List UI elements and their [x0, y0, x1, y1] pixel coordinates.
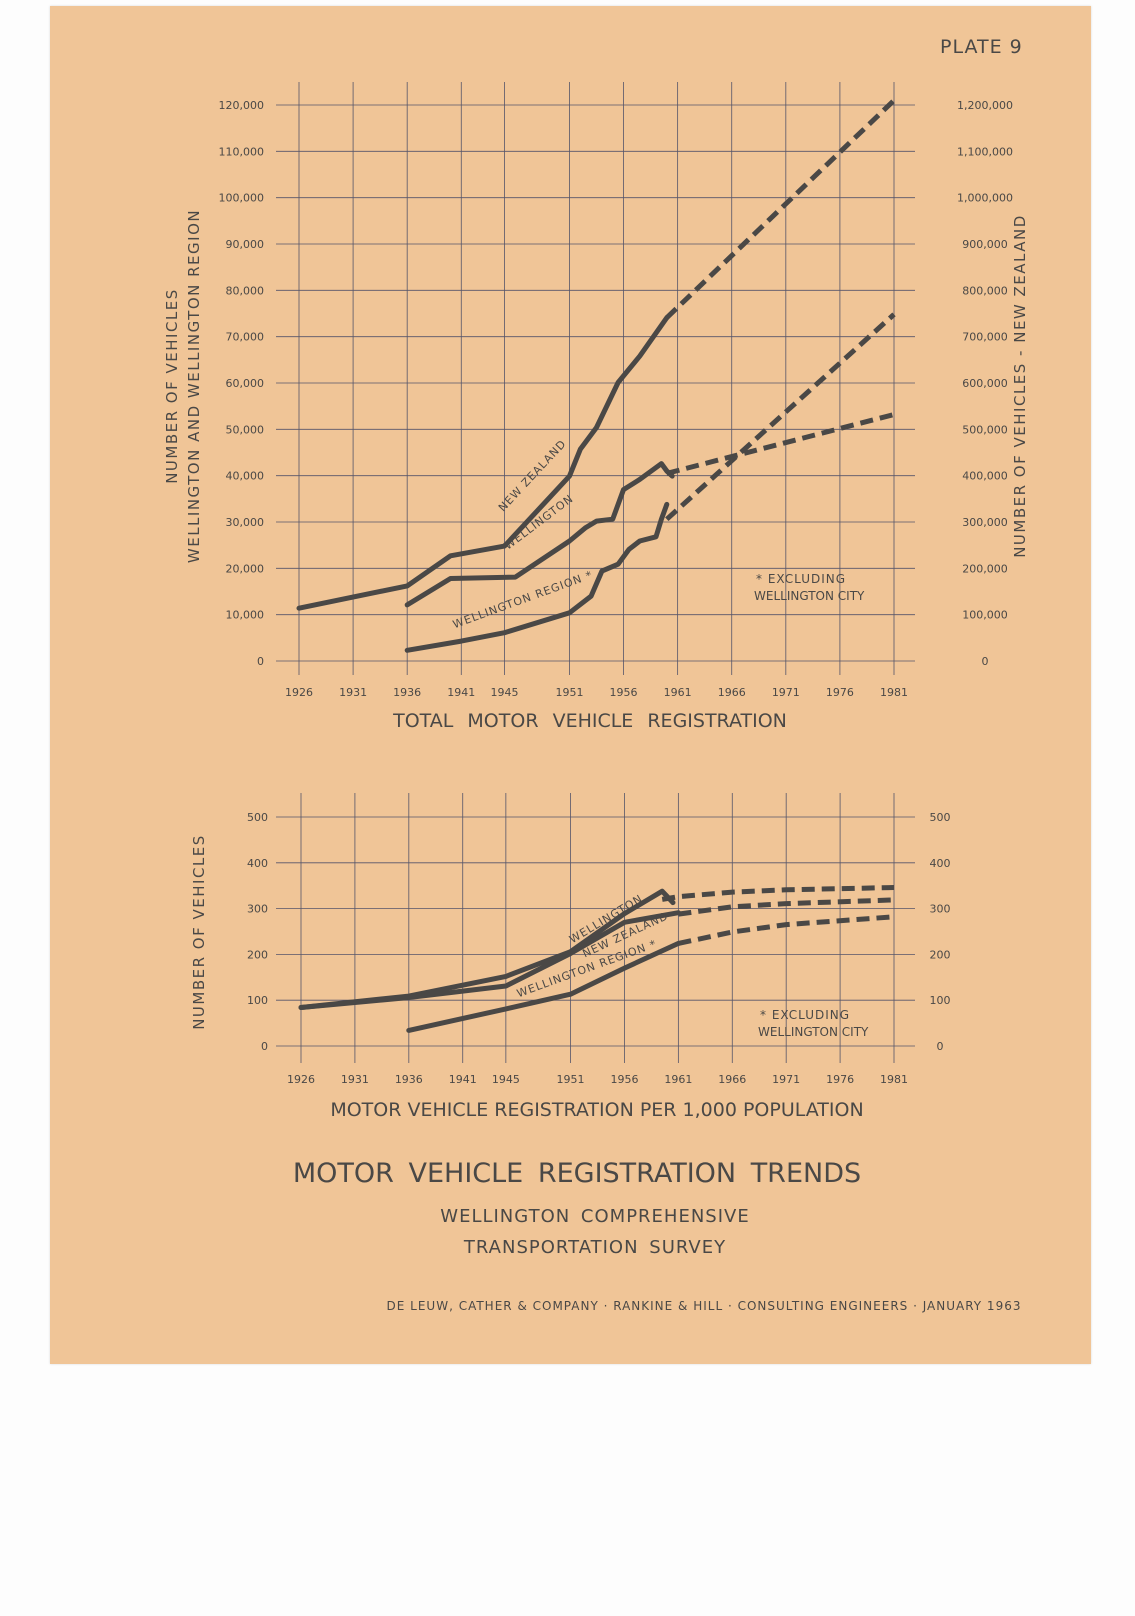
y-right-tick-label: 1,100,000 [957, 145, 1013, 158]
y-left-tick-label: 10,000 [226, 609, 265, 622]
y-right-tick-label: 0 [982, 655, 989, 668]
y-right-tick-label: 700,000 [962, 331, 1008, 344]
x-tick-label: 1931 [341, 1073, 369, 1086]
x-tick-label: 1951 [557, 1073, 585, 1086]
y-right-tick-label: 600,000 [962, 377, 1008, 390]
y-right-tick-label: 100 [930, 994, 951, 1007]
y-right-tick-label: 300,000 [962, 516, 1008, 529]
y-left-tick-label: 40,000 [226, 470, 265, 483]
series-projection-new-zealand [667, 100, 894, 317]
y-right-tick-label: 500 [930, 811, 951, 824]
top-annotation-1: * EXCLUDING [756, 572, 846, 586]
x-tick-label: 1941 [449, 1073, 477, 1086]
bottom-chart-title: MOTOR VEHICLE REGISTRATION PER 1,000 POP… [330, 1099, 863, 1121]
x-tick-label: 1951 [555, 686, 583, 699]
x-tick-label: 1961 [664, 1073, 692, 1086]
y-right-tick-label: 400,000 [962, 470, 1008, 483]
x-tick-label: 1971 [772, 1073, 800, 1086]
y-left-tick-label: 400 [247, 857, 268, 870]
bottom-annotation-2: WELLINGTON CITY [758, 1025, 868, 1039]
y-left-tick-label: 60,000 [226, 377, 265, 390]
y-left-tick-label: 200 [247, 948, 268, 961]
y-right-tick-label: 300 [930, 903, 951, 916]
y-right-tick-label: 0 [937, 1040, 944, 1053]
y-right-tick-label: 1,000,000 [957, 192, 1013, 205]
top-left-axis-title-1: NUMBER OF VEHICLES [163, 288, 181, 484]
x-tick-label: 1956 [610, 1073, 638, 1086]
footer-credits: DE LEUW, CATHER & COMPANY · RANKINE & HI… [387, 1299, 1022, 1313]
y-left-tick-label: 300 [247, 903, 268, 916]
x-tick-label: 1981 [880, 686, 908, 699]
y-left-tick-label: 20,000 [226, 562, 265, 575]
subtitle-line-1: WELLINGTON COMPREHENSIVE [440, 1206, 749, 1227]
y-left-tick-label: 100,000 [219, 192, 265, 205]
chart-2: 1926 1931 1936 1941 1945 1951 1956 1961 1966 1971… [247, 793, 951, 1086]
y-left-tick-label: 30,000 [226, 516, 265, 529]
y-left-tick-label: 70,000 [226, 331, 265, 344]
subtitle-line-2: TRANSPORTATION SURVEY [464, 1237, 726, 1258]
x-tick-label: 1936 [393, 686, 421, 699]
bottom-annotation-1: * EXCLUDING [760, 1008, 850, 1022]
x-tick-label: 1956 [610, 686, 638, 699]
y-right-tick-label: 400 [930, 857, 951, 870]
series-projection-wellington [667, 415, 894, 474]
plate-label: PLATE 9 [940, 36, 1023, 58]
x-tick-label: 1945 [492, 1073, 520, 1086]
y-left-tick-label: 0 [261, 1040, 268, 1053]
y-left-tick-label: 500 [247, 811, 268, 824]
y-right-tick-label: 800,000 [962, 284, 1008, 297]
y-right-tick-label: 200 [930, 948, 951, 961]
y-right-tick-label: 500,000 [962, 423, 1008, 436]
y-right-tick-label: 200,000 [962, 562, 1008, 575]
y-right-tick-label: 900,000 [962, 238, 1008, 251]
series-line-wellington [407, 464, 672, 605]
x-tick-label: 1941 [447, 686, 475, 699]
y-left-tick-label: 90,000 [226, 238, 265, 251]
x-tick-label: 1981 [880, 1073, 908, 1086]
top-right-axis-title: NUMBER OF VEHICLES - NEW ZEALAND [1011, 214, 1029, 558]
y-left-tick-label: 100 [247, 994, 268, 1007]
x-tick-label: 1936 [395, 1073, 423, 1086]
y-left-tick-label: 120,000 [219, 99, 265, 112]
x-tick-label: 1976 [826, 1073, 854, 1086]
x-tick-label: 1961 [664, 686, 692, 699]
y-left-tick-label: 50,000 [226, 423, 265, 436]
y-left-tick-label: 80,000 [226, 284, 265, 297]
top-left-axis-title-2: WELLINGTON AND WELLINGTON REGION [185, 209, 203, 563]
y-right-tick-label: 1,200,000 [957, 99, 1013, 112]
x-tick-label: 1931 [339, 686, 367, 699]
x-tick-label: 1966 [718, 1073, 746, 1086]
series-projection-wellington [662, 888, 894, 900]
x-tick-label: 1976 [826, 686, 854, 699]
y-left-tick-label: 110,000 [219, 145, 265, 158]
y-right-tick-label: 100,000 [962, 609, 1008, 622]
top-chart-title: TOTAL MOTOR VEHICLE REGISTRATION [393, 710, 787, 732]
x-tick-label: 1971 [772, 686, 800, 699]
x-tick-label: 1945 [491, 686, 519, 699]
x-tick-label: 1926 [287, 1073, 315, 1086]
series-projection-wellington-region [667, 314, 894, 519]
x-tick-label: 1966 [718, 686, 746, 699]
bottom-left-axis-title: NUMBER OF VEHICLES [190, 834, 208, 1030]
chart-1: 1926 1931 1936 1941 1945 1951 1956 1961 1966 1971… [219, 82, 1013, 699]
y-left-tick-label: 0 [257, 655, 264, 668]
top-annotation-2: WELLINGTON CITY [754, 589, 864, 603]
x-tick-label: 1926 [285, 686, 313, 699]
main-title: MOTOR VEHICLE REGISTRATION TRENDS [293, 1158, 861, 1189]
